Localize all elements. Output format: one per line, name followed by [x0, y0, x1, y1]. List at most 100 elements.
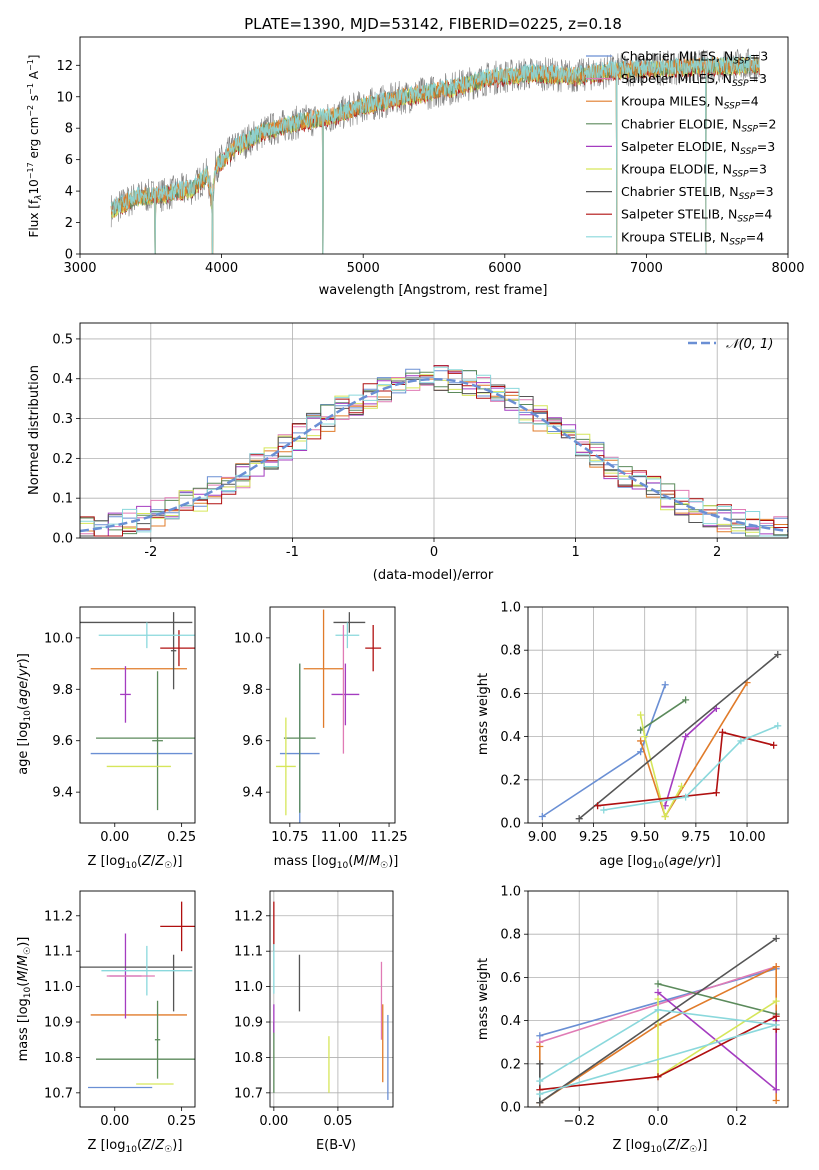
y-tick-label: 0.4 — [500, 730, 521, 745]
y-tick-label: 0.8 — [500, 644, 521, 659]
axes-frame — [269, 890, 394, 1108]
y-tick-label: 9.8 — [52, 683, 73, 698]
spectrum-ylabel: Flux [fλ10−17 erg cm−2 s−1 A−1] — [26, 55, 44, 238]
x-tick-label: 9.50 — [630, 830, 659, 845]
weight-marker-chabrier_elodie — [654, 980, 662, 988]
y-tick-label: 11.2 — [44, 909, 73, 924]
weight-vs-z-xlabel: Z [log10(Z/Z☉)] — [613, 1138, 708, 1155]
weight-line-kroupa_stelib — [603, 725, 779, 811]
age-vs-mass-xlabel: mass [log10(M/M☉)] — [274, 854, 399, 871]
y-tick-label: 4 — [65, 185, 73, 200]
weight-marker-kroupa_stelib — [654, 1006, 662, 1014]
model-line-kroupa_stelib — [110, 54, 760, 254]
weight-marker-chabrier_miles — [661, 681, 669, 689]
x-tick-label: 7000 — [630, 261, 663, 276]
weight-vs-age-panel: 9.00 9.25 9.50 9.75 10.000.00.20.40.60.81.0 … — [476, 601, 789, 871]
plot-area — [80, 612, 195, 811]
weight-marker-kroupa_elodie — [654, 995, 662, 1003]
y-tick-label: 1.0 — [500, 601, 521, 616]
residuals-xlabel: (data-model)/error — [373, 568, 494, 583]
weight-marker-chabrier_miles — [536, 1032, 544, 1040]
mass-vs-z-panel: 0.00 0.25 10.7 10.8 10.9 11.0 11.1 11.2 Z [log1… — [16, 890, 196, 1155]
x-tick-label: 0.05 — [323, 1114, 352, 1129]
x-tick-label: 5000 — [347, 261, 380, 276]
legend-label-salpeter_elodie: Salpeter ELODIE, NSSP=3 — [621, 139, 775, 157]
legend-label-normal: 𝒩(0, 1) — [726, 337, 773, 352]
x-tick-label: 0.00 — [100, 1114, 129, 1129]
legend-label-kroupa_elodie: Kroupa ELODIE, NSSP=3 — [621, 162, 767, 180]
plot-area — [273, 901, 389, 1100]
axes-frame — [79, 36, 789, 255]
y-tick-label: 0.4 — [52, 372, 73, 387]
y-tick-label: 0.1 — [52, 492, 73, 507]
y-tick-label: 9.6 — [52, 734, 73, 749]
age-vs-z-ylabel: age [log10(age/yr)] — [16, 653, 33, 775]
weight-marker-chabrier_miles — [538, 813, 546, 821]
x-tick-label: 10.00 — [728, 830, 765, 845]
weight-line-chabrier_miles — [541, 684, 666, 818]
y-tick-label: 0 — [65, 248, 73, 263]
weight-marker-chabrier_stelib — [772, 935, 780, 943]
weight-marker-salpeter_stelib — [770, 741, 778, 749]
y-tick-label: 2 — [65, 216, 73, 231]
age-vs-z-panel: 0.00 0.25 9.4 9.6 9.8 10.0 Z [log10(Z/Z☉)] ag… — [16, 606, 196, 871]
weight-marker-kroupa_elodie — [678, 782, 686, 790]
y-tick-label: 10.7 — [234, 1086, 263, 1101]
weight-marker-chabrier_stelib — [774, 651, 782, 659]
y-tick-label: 0.2 — [500, 773, 521, 788]
axes-frame — [79, 890, 196, 1108]
x-tick-label: 0.25 — [167, 830, 196, 845]
axes-frame — [79, 606, 196, 824]
weight-marker-kroupa_miles — [637, 737, 645, 745]
y-tick-label: 11.0 — [234, 980, 263, 995]
weight-vs-age-ylabel: mass weight — [476, 673, 491, 755]
weight-marker-kroupa_stelib — [682, 793, 690, 801]
y-tick-label: 0.5 — [52, 332, 73, 347]
weight-marker-chabrier_elodie — [682, 696, 690, 704]
weight-marker-kroupa_elodie — [772, 997, 780, 1005]
legend-label-salpeter_miles: Salpeter MILES, NSSP=3 — [621, 71, 767, 89]
weight-marker-kroupa_elodie — [641, 733, 649, 741]
y-tick-label: 8 — [65, 122, 73, 137]
x-tick-label: 6000 — [488, 261, 521, 276]
x-tick-label: 9.00 — [528, 830, 557, 845]
y-tick-label: 0.0 — [500, 817, 521, 832]
y-tick-label: 0.0 — [52, 532, 73, 547]
y-tick-label: 10.9 — [44, 1016, 73, 1031]
weight-marker-salpeter_elodie — [772, 1086, 780, 1094]
axes-frame — [269, 606, 396, 824]
x-tick-label: -2 — [144, 545, 157, 560]
weight-marker-salpeter_stelib — [654, 1073, 662, 1081]
y-tick-label: 9.6 — [242, 734, 263, 749]
y-tick-label: 10.8 — [234, 1051, 263, 1066]
axes-frame — [527, 890, 789, 1108]
y-tick-label: 0.6 — [500, 971, 521, 986]
x-tick-label: 10.75 — [271, 830, 308, 845]
y-tick-label: 0.2 — [500, 1057, 521, 1072]
y-tick-label: 10.9 — [234, 1016, 263, 1031]
weight-line-kroupa_miles — [639, 682, 748, 819]
x-tick-label: −0.2 — [563, 1114, 595, 1129]
y-tick-label: 11.2 — [234, 909, 263, 924]
weight-line-salpeter_elodie — [657, 991, 777, 1092]
weight-marker-kroupa_stelib — [774, 722, 782, 730]
x-tick-label: 9.75 — [681, 830, 710, 845]
y-tick-label: 0.2 — [52, 452, 73, 467]
weight-marker-chabrier_stelib — [536, 1060, 544, 1068]
y-tick-label: 10.0 — [44, 631, 73, 646]
weight-line-kroupa_stelib — [539, 1008, 777, 1095]
histogram-kroupa_stelib — [80, 366, 788, 537]
legend-label-chabrier_miles: Chabrier MILES, NSSP=3 — [621, 49, 768, 67]
weight-marker-salpeter_stelib — [772, 1012, 780, 1020]
plot-area — [80, 901, 195, 1089]
legend-label-kroupa_stelib: Kroupa STELIB, NSSP=4 — [621, 229, 764, 247]
residuals-panel: -2 -1 0 1 2 0.0 0.1 0.2 0.3 0.4 0.5 𝒩(0, 1) (data-m… — [27, 322, 789, 583]
y-tick-label: 12 — [56, 59, 73, 74]
weight-marker-kroupa_elodie — [637, 711, 645, 719]
x-tick-label: 0.2 — [726, 1114, 747, 1129]
x-tick-label: 2 — [713, 545, 721, 560]
y-tick-label: 0.8 — [500, 928, 521, 943]
plot-area — [536, 935, 780, 1107]
weight-vs-z-panel: −0.2 0.0 0.2 0.0 0.2 0.4 0.6 0.8 1.0 Z [log10(Z/… — [476, 885, 789, 1155]
weight-marker-kroupa_stelib — [600, 806, 608, 814]
